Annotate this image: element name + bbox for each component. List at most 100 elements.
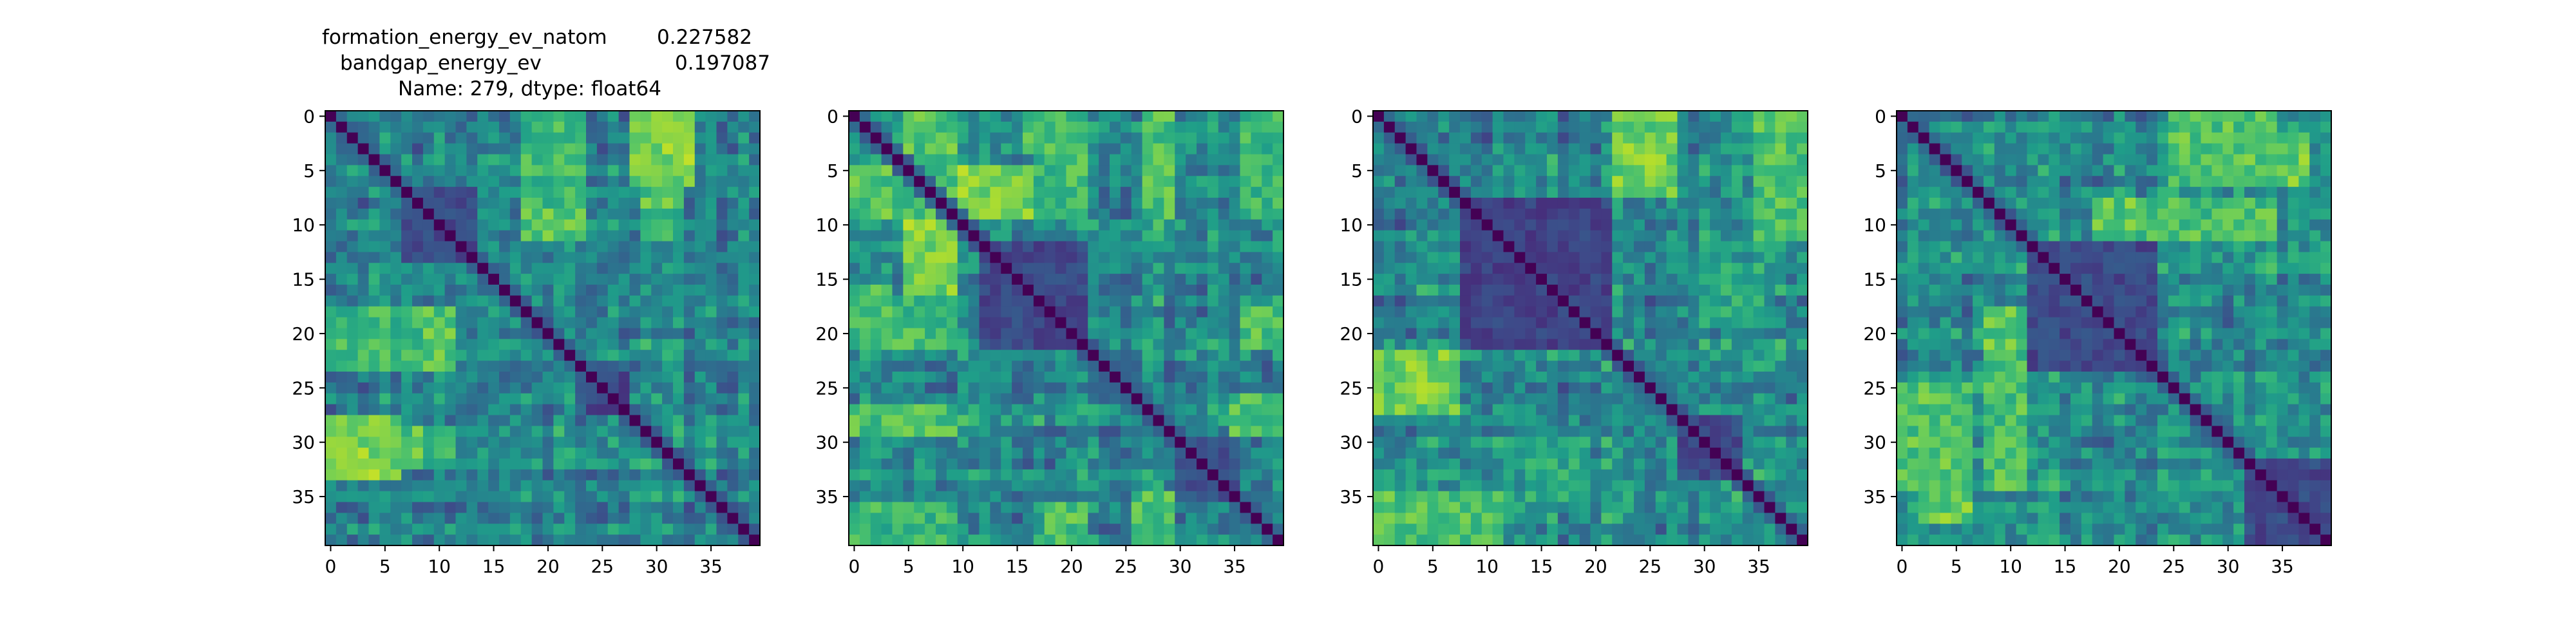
heatmap-cell — [738, 372, 750, 383]
heatmap-cell — [1251, 339, 1262, 350]
heatmap-cell — [1666, 415, 1678, 426]
heatmap-cell — [914, 198, 925, 209]
heatmap-cell — [1601, 513, 1613, 524]
heatmap-cell — [1207, 328, 1219, 339]
heatmap-cell — [936, 372, 947, 383]
heatmap-cell — [738, 524, 750, 535]
heatmap-cell — [673, 121, 685, 133]
heatmap-cell — [859, 502, 871, 513]
heatmap-cell — [1655, 459, 1667, 470]
heatmap-cell — [870, 165, 882, 176]
heatmap-cell — [1001, 426, 1012, 437]
heatmap-cell — [1786, 230, 1797, 242]
heatmap-cell — [564, 415, 576, 426]
heatmap-cell — [1142, 263, 1154, 274]
heatmap-cell — [727, 426, 739, 437]
heatmap-cell — [1568, 448, 1580, 459]
heatmap-cell — [1460, 372, 1472, 383]
heatmap-cell — [1481, 176, 1493, 187]
heatmap-cell — [1197, 317, 1208, 329]
heatmap-cell — [694, 459, 706, 470]
heatmap-cell — [542, 132, 554, 144]
heatmap-cell — [946, 285, 958, 296]
x-tick-label: 15 — [482, 556, 506, 577]
heatmap-cell — [1470, 404, 1482, 416]
heatmap-cell — [1023, 480, 1034, 492]
heatmap-cell — [914, 154, 925, 166]
heatmap-cell — [1590, 306, 1602, 318]
heatmap-cell — [2255, 121, 2267, 133]
heatmap-cell — [1373, 404, 1385, 416]
heatmap-cell — [1525, 491, 1537, 503]
heatmap-cell — [936, 143, 947, 155]
heatmap-cell — [673, 198, 685, 209]
heatmap-cell — [1721, 513, 1732, 524]
heatmap-cell — [520, 285, 533, 296]
heatmap-cell — [925, 491, 936, 503]
heatmap-cell — [1514, 111, 1526, 122]
heatmap-cell — [1525, 306, 1537, 318]
heatmap-cell — [1131, 241, 1143, 252]
heatmap-cell — [1601, 502, 1613, 513]
heatmap-cell — [738, 448, 750, 459]
heatmap-cell — [575, 263, 587, 274]
heatmap-cell — [477, 459, 489, 470]
heatmap-cell — [1688, 219, 1700, 231]
heatmap-cell — [1044, 469, 1056, 481]
heatmap-cell — [1142, 469, 1154, 481]
heatmap-cell — [466, 111, 478, 122]
heatmap-cell — [1273, 121, 1284, 133]
heatmap-cell — [564, 263, 576, 274]
heatmap-cell — [1601, 295, 1613, 307]
heatmap-cell — [1601, 459, 1613, 470]
heatmap-cell — [1251, 306, 1262, 318]
heatmap-cell — [531, 285, 544, 296]
heatmap-cell — [1142, 219, 1154, 231]
heatmap-cell — [903, 165, 914, 176]
heatmap-cell — [542, 306, 554, 318]
heatmap-cell — [586, 219, 598, 231]
heatmap-cell — [1721, 263, 1732, 274]
heatmap-cell — [1623, 230, 1634, 242]
heatmap-cell — [1579, 317, 1591, 329]
heatmap-cell — [1405, 459, 1417, 470]
heatmap-cell — [1666, 361, 1678, 372]
heatmap-cell — [694, 241, 706, 252]
heatmap-cell — [586, 317, 598, 329]
heatmap-cell — [936, 154, 947, 166]
heatmap-cell — [2298, 111, 2310, 122]
heatmap-cell — [1088, 230, 1099, 242]
heatmap-cell — [1229, 121, 1241, 133]
heatmap-cell — [1262, 437, 1273, 448]
heatmap-cell — [1416, 535, 1428, 546]
heatmap-cell — [1514, 448, 1526, 459]
heatmap-cell — [412, 252, 424, 263]
heatmap-cell — [1612, 230, 1624, 242]
heatmap-cell — [683, 448, 696, 459]
heatmap-cell — [1601, 480, 1613, 492]
heatmap-cell — [1110, 295, 1121, 307]
heatmap-cell — [1568, 480, 1580, 492]
heatmap-cell — [401, 491, 413, 503]
heatmap-cell — [488, 285, 500, 296]
heatmap-cell — [683, 208, 696, 220]
heatmap-cell — [881, 350, 893, 361]
heatmap-cell — [1240, 535, 1251, 546]
heatmap-cell — [1055, 154, 1067, 166]
heatmap-cell — [1023, 219, 1034, 231]
heatmap-cell — [433, 111, 446, 122]
heatmap-cell — [499, 480, 511, 492]
heatmap-cell — [1601, 535, 1613, 546]
heatmap-cell — [859, 448, 871, 459]
heatmap-cell — [946, 176, 958, 187]
heatmap-cell — [575, 306, 587, 318]
heatmap-cell — [401, 426, 413, 437]
heatmap-cell — [325, 350, 337, 361]
heatmap-cell — [1197, 111, 1208, 122]
heatmap-cell — [849, 469, 860, 481]
heatmap-cell — [520, 437, 533, 448]
heatmap-cell — [629, 165, 641, 176]
heatmap-cell — [422, 317, 435, 329]
heatmap-cell — [694, 339, 706, 350]
heatmap-cell — [1012, 198, 1023, 209]
